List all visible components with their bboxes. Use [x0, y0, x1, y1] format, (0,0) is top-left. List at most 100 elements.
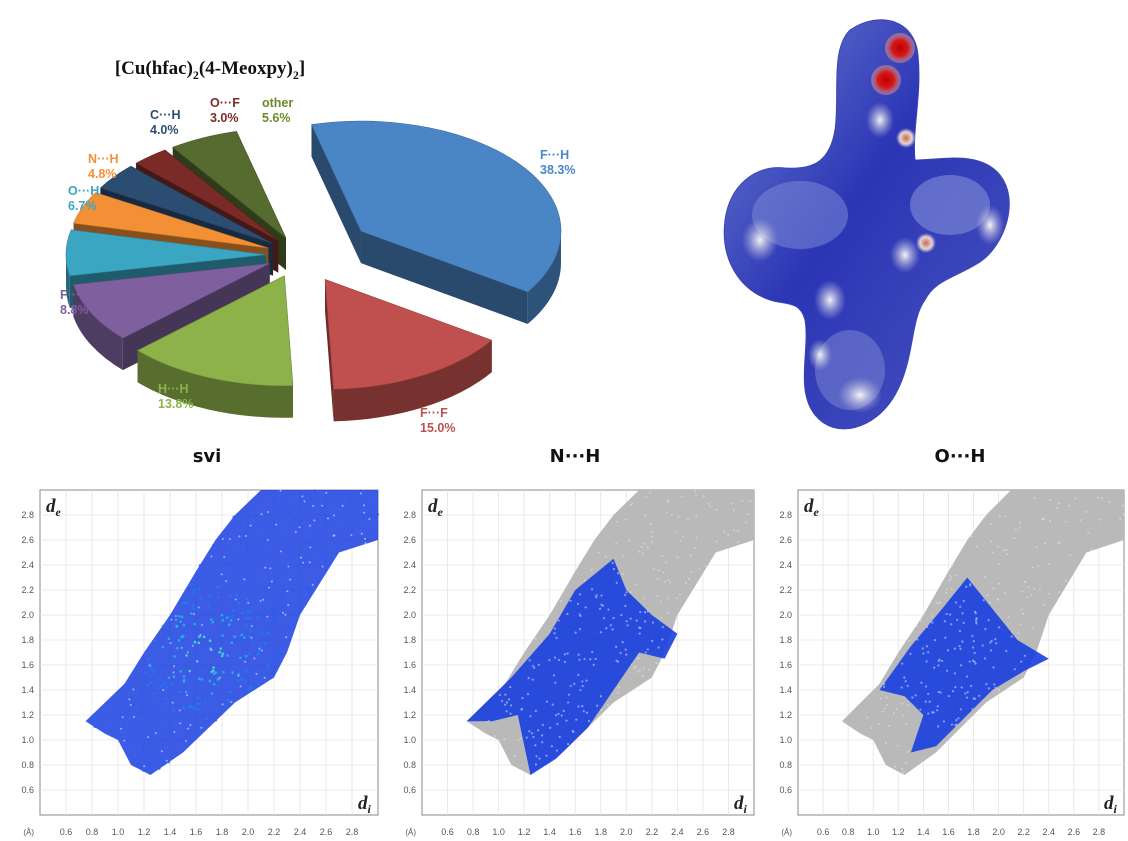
pie-label-name: N···H — [88, 152, 119, 166]
x-tick-label: 2.4 — [294, 827, 307, 837]
x-tick-label: 2.8 — [1093, 827, 1106, 837]
x-tick-label: 1.4 — [164, 827, 177, 837]
y-tick-label: 2.8 — [21, 510, 34, 520]
pie-label-value: 4.8% — [88, 167, 117, 181]
y-tick-label: 2.0 — [403, 610, 416, 620]
x-axis-label: di — [734, 793, 748, 816]
y-tick-label: 2.2 — [403, 585, 416, 595]
y-tick-label: 1.2 — [21, 710, 34, 720]
x-tick-label: 1.0 — [867, 827, 880, 837]
x-tick-label: 2.6 — [1068, 827, 1081, 837]
red-contact-spot — [871, 65, 901, 95]
y-tick-label: 1.8 — [779, 635, 792, 645]
y-axis-label: de — [428, 496, 444, 519]
pie-chart — [65, 120, 562, 422]
x-tick-label: 0.8 — [842, 827, 855, 837]
y-tick-label: 1.0 — [779, 735, 792, 745]
y-tick-label: 1.4 — [403, 685, 416, 695]
x-tick-label: 2.8 — [722, 827, 735, 837]
x-tick-label: 1.6 — [569, 827, 582, 837]
x-tick-label: 1.0 — [492, 827, 505, 837]
x-tick-label: 1.6 — [942, 827, 955, 837]
pie-label-name: C···H — [150, 108, 181, 122]
pie-label-value: 6.7% — [68, 199, 97, 213]
x-tick-label: 2.2 — [646, 827, 659, 837]
y-tick-label: 1.6 — [21, 660, 34, 670]
x-tick-label: 1.8 — [595, 827, 608, 837]
pie-label-5: N···H 4.8% — [88, 152, 119, 182]
pie-label-value: 38.3% — [540, 163, 576, 177]
pie-label-1: F···F 15.0% — [420, 406, 455, 436]
x-tick-label: 0.6 — [60, 827, 73, 837]
pie-label-3: F···C 8.8% — [60, 288, 89, 318]
pie-label-name: F···C — [60, 288, 90, 302]
hirshfeld-surface-image — [723, 19, 1010, 430]
x-axis-label: di — [358, 793, 372, 816]
x-tick-label: 2.0 — [992, 827, 1005, 837]
y-tick-label: 1.4 — [21, 685, 34, 695]
y-tick-label: 2.8 — [779, 510, 792, 520]
fingerprint-title-oh: O···H — [934, 446, 986, 467]
y-tick-label: 0.8 — [779, 760, 792, 770]
pie-chart-title: [Cu(hfac)2(4-Meoxpy)2] — [114, 58, 306, 82]
y-tick-label: 2.4 — [403, 560, 416, 570]
unit-label: (Å) — [781, 828, 792, 837]
y-tick-label: 0.6 — [21, 785, 34, 795]
y-tick-label: 0.6 — [779, 785, 792, 795]
x-tick-label: 1.8 — [967, 827, 980, 837]
pie-slice-0 — [311, 120, 562, 324]
x-tick-label: 2.6 — [320, 827, 333, 837]
pie-label-0: F···H 38.3% — [540, 148, 575, 178]
y-tick-label: 2.4 — [21, 560, 34, 570]
x-tick-label: 2.4 — [1043, 827, 1056, 837]
x-tick-label: 2.2 — [1017, 827, 1030, 837]
unit-label: (Å) — [405, 828, 416, 837]
x-tick-label: 2.4 — [671, 827, 684, 837]
pie-label-8: other 5.6% — [262, 96, 293, 126]
y-axis-label: de — [46, 496, 62, 519]
x-tick-label: 1.8 — [216, 827, 229, 837]
x-tick-label: 0.8 — [467, 827, 480, 837]
y-tick-label: 2.6 — [779, 535, 792, 545]
pie-label-name: O···H — [68, 184, 100, 198]
x-tick-label: 2.8 — [346, 827, 359, 837]
y-tick-label: 2.8 — [403, 510, 416, 520]
y-tick-label: 1.0 — [403, 735, 416, 745]
unit-label: (Å) — [23, 828, 34, 837]
x-tick-label: 0.6 — [441, 827, 454, 837]
x-tick-label: 1.4 — [917, 827, 930, 837]
pie-label-value: 4.0% — [150, 123, 179, 137]
y-tick-label: 0.8 — [21, 760, 34, 770]
y-tick-label: 1.0 — [21, 735, 34, 745]
pie-label-4: O···H 6.7% — [68, 184, 99, 214]
molecular-surface — [723, 19, 1010, 430]
y-axis-label: de — [804, 496, 820, 519]
x-tick-label: 1.2 — [138, 827, 151, 837]
pie-label-value: 15.0% — [420, 421, 456, 435]
y-tick-label: 2.2 — [779, 585, 792, 595]
y-tick-label: 2.4 — [779, 560, 792, 570]
y-tick-label: 2.0 — [21, 610, 34, 620]
fingerprint-plot-svi: 2.8 2.6 2.4 2.2 2.0 1.8 1.6 1.4 1.2 1.0 0.8 0.6 0.6 0… — [21, 489, 380, 837]
fingerprint-points — [85, 489, 380, 775]
pie-slice-2 — [137, 275, 294, 418]
y-tick-label: 1.2 — [779, 710, 792, 720]
pie-slice-1 — [324, 278, 493, 422]
fingerprint-points — [841, 490, 1125, 775]
y-tick-label: 0.8 — [403, 760, 416, 770]
fingerprint-title-nh: N···H — [549, 446, 601, 467]
x-tick-label: 2.0 — [620, 827, 633, 837]
pie-label-2: H···H 13.8% — [158, 382, 193, 412]
fingerprint-plot-nh: 2.8 2.6 2.4 2.2 2.0 1.8 1.6 1.4 1.2 1.0 0.8 0.6 0.6 0… — [403, 489, 755, 837]
pie-label-value: 5.6% — [262, 111, 291, 125]
red-contact-spot — [885, 33, 915, 63]
pie-label-6: C···H 4.0% — [150, 108, 181, 138]
x-tick-label: 1.2 — [518, 827, 531, 837]
y-tick-label: 2.0 — [779, 610, 792, 620]
x-tick-label: 1.4 — [543, 827, 556, 837]
pie-label-name: F···F — [420, 406, 448, 420]
fingerprint-title-svi: svi — [192, 446, 222, 467]
pie-label-name: H···H — [158, 382, 189, 396]
y-tick-label: 1.6 — [779, 660, 792, 670]
x-tick-label: 2.6 — [697, 827, 710, 837]
